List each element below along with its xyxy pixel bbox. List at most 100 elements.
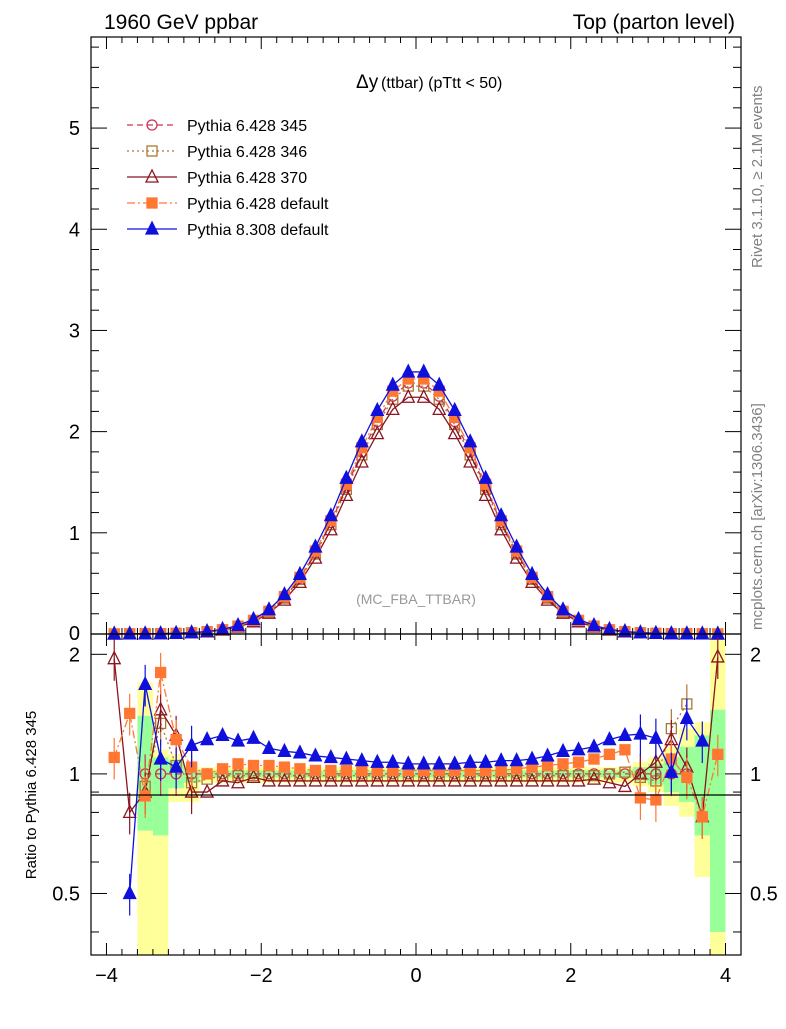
ratio-point xyxy=(124,707,136,720)
ratio-line-3 xyxy=(113,656,719,817)
ratio-point xyxy=(230,732,246,747)
ratio-point xyxy=(447,772,462,787)
ratio-point xyxy=(525,772,540,787)
legend-label: Pythia 6.428 370 xyxy=(187,170,307,187)
ratio-series-3 xyxy=(107,637,725,839)
main-point xyxy=(540,586,555,601)
legend-marker xyxy=(144,168,160,183)
main-point xyxy=(385,376,400,391)
main-point xyxy=(416,363,431,378)
legend: Pythia 6.428 345 Pythia 6.428 346 Pythia 6… xyxy=(127,118,329,239)
main-point xyxy=(478,486,493,502)
ratio-point xyxy=(416,772,431,787)
x-tick-label: −4 xyxy=(95,965,118,987)
ratio-point xyxy=(184,736,199,751)
ratio-point xyxy=(122,803,137,819)
ratio-point xyxy=(664,763,679,778)
main-point xyxy=(555,601,571,616)
x-tick-label: 4 xyxy=(720,965,731,987)
legend-marker xyxy=(146,197,158,209)
ratio-point xyxy=(246,729,261,744)
y-tick-label-main: 2 xyxy=(69,422,80,444)
main-point xyxy=(586,616,602,632)
ratio-point xyxy=(432,772,447,787)
ratio-point xyxy=(541,759,554,772)
ratio-point xyxy=(432,755,447,770)
main-point xyxy=(648,624,663,639)
legend-marker xyxy=(146,119,158,131)
main-point xyxy=(246,610,261,625)
y-tick-label-main: 0 xyxy=(69,623,80,645)
ratio-point xyxy=(696,811,708,823)
ratio-point xyxy=(232,769,244,782)
rivet-label: Rivet 3.1.10, ≥ 2.1M events xyxy=(749,86,766,269)
ratio-point xyxy=(263,759,275,772)
ratio-point xyxy=(294,763,306,775)
main-point xyxy=(432,400,447,416)
ratio-point xyxy=(679,709,694,724)
ratio-point xyxy=(586,770,602,785)
y-tick-label-ratio-left: 2 xyxy=(69,644,80,666)
ratio-series-2 xyxy=(139,684,693,809)
ratio-point xyxy=(401,755,416,770)
legend-item-5: Pythia 8.308 default xyxy=(127,220,329,239)
ratio-point xyxy=(122,885,137,900)
main-point xyxy=(494,507,509,522)
ratio-point xyxy=(572,756,585,768)
ratio-ylabel: Ratio to Pythia 6.428 345 xyxy=(23,711,40,879)
legend-item-1: Pythia 6.428 345 xyxy=(127,118,307,135)
main-point xyxy=(122,625,137,640)
ratio-point xyxy=(540,747,555,762)
ratio-point xyxy=(139,790,151,802)
ratio-point xyxy=(339,750,354,765)
plot-title-rest: (ttbar) (pTtt < 50) xyxy=(381,75,502,92)
ratio-point xyxy=(215,726,230,742)
main-point xyxy=(633,624,648,639)
main-point xyxy=(463,453,478,468)
ratio-point xyxy=(153,750,168,765)
legend-item-2: Pythia 6.428 346 xyxy=(127,144,307,161)
ratio-point xyxy=(370,753,385,768)
ratio-point xyxy=(602,774,617,789)
ratio-point xyxy=(200,731,215,746)
ratio-point xyxy=(681,771,693,784)
ratio-point xyxy=(588,753,600,765)
ratio-point xyxy=(354,752,369,767)
main-point xyxy=(323,507,338,522)
ratio-point xyxy=(603,768,616,780)
ratio-point xyxy=(710,648,725,663)
ratio-point xyxy=(571,772,586,787)
ratio-point xyxy=(617,777,632,793)
header-left: 1960 GeV ppbar xyxy=(104,11,258,34)
main-point xyxy=(447,425,462,440)
main-point xyxy=(370,401,385,417)
main-point xyxy=(107,625,122,640)
header-right: Top (parton level) xyxy=(573,11,735,34)
ratio-point xyxy=(261,739,277,754)
main-point xyxy=(571,610,586,625)
ratio-point xyxy=(230,774,246,789)
legend-item-3: Pythia 6.428 370 xyxy=(127,168,307,187)
main-point xyxy=(525,565,540,580)
y-tick-label-ratio-left: 1 xyxy=(69,764,80,786)
ratio-point xyxy=(385,753,400,768)
x-tick-label: 0 xyxy=(410,965,421,987)
ratio-point xyxy=(571,741,586,756)
legend-label: Pythia 8.308 default xyxy=(187,222,329,239)
ratio-point xyxy=(325,764,337,777)
main-point xyxy=(447,401,462,417)
main-point xyxy=(308,538,323,553)
main-point xyxy=(169,624,184,639)
ratio-point xyxy=(617,726,632,742)
ratio-point xyxy=(648,729,663,744)
ratio-point xyxy=(201,768,213,780)
main-point xyxy=(184,624,199,639)
main-point xyxy=(292,565,307,580)
ratio-point xyxy=(169,758,184,773)
ratio-point xyxy=(323,748,338,764)
ratio-point xyxy=(200,783,215,798)
main-point xyxy=(695,625,710,640)
ratio-point xyxy=(650,794,662,806)
ratio-point xyxy=(308,772,323,787)
ratio-point xyxy=(108,751,120,764)
